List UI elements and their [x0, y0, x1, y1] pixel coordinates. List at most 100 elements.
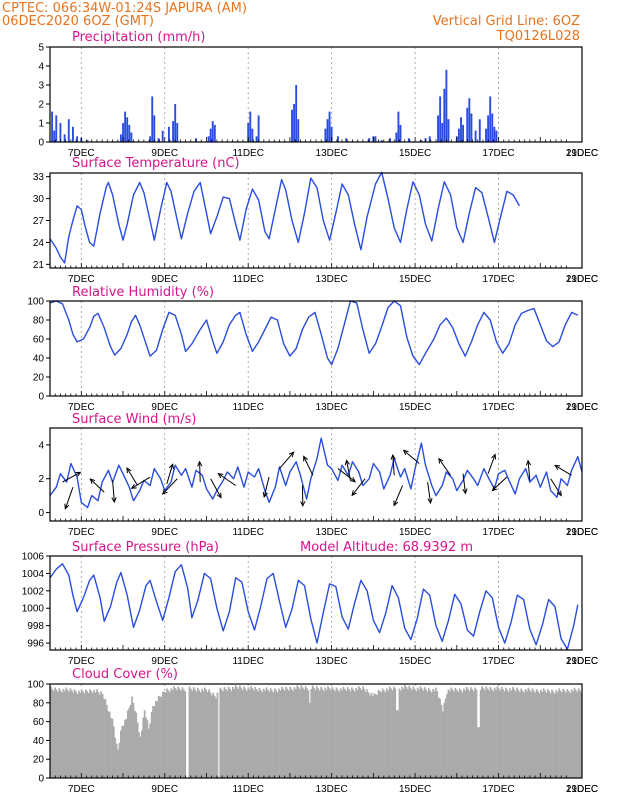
- cloud-bar: [507, 691, 510, 778]
- cloud-bar: [211, 695, 213, 778]
- cloud-bar: [293, 687, 296, 778]
- cloud-bar: [562, 688, 565, 778]
- cloud-bar: [106, 705, 108, 778]
- cloud-bar: [121, 725, 124, 778]
- cloud-bar: [510, 690, 513, 778]
- cloud-bar: [230, 690, 233, 778]
- cloud-bar: [454, 687, 457, 778]
- cloud-bar: [254, 686, 257, 778]
- cloud-bar: [327, 686, 329, 778]
- cloud-bar: [456, 689, 458, 778]
- y-tick-label: 1000: [22, 604, 45, 615]
- x-tick-label: 9DEC: [151, 784, 178, 795]
- wind-vector-arrow: [487, 454, 496, 474]
- cloud-bar: [440, 704, 443, 778]
- precip-bar: [213, 124, 216, 142]
- x-tick-label: 19DEC: [566, 784, 598, 795]
- cloud-bar: [108, 711, 111, 778]
- wind-vector-arrowhead: [491, 485, 498, 492]
- precip-bar: [255, 136, 258, 142]
- cloud-bar: [384, 692, 387, 778]
- cloud-bar: [509, 688, 511, 778]
- x-tick-label: 7DEC: [68, 784, 95, 795]
- precip-bar: [251, 128, 254, 142]
- cloud-bar: [243, 686, 245, 778]
- wind-vector-arrowhead: [427, 497, 433, 505]
- cloud-bar: [222, 691, 224, 778]
- cloud-bar: [101, 693, 104, 778]
- wind-vector-arrowhead: [130, 483, 137, 489]
- cloud-bar: [579, 690, 581, 778]
- cloud-bar: [246, 690, 248, 778]
- cloud-bar: [111, 718, 114, 778]
- cloud-bar: [233, 688, 236, 778]
- cloud-bar: [453, 691, 455, 778]
- wind-vector-arrowhead: [75, 471, 82, 477]
- precip-bar: [407, 138, 410, 142]
- cloud-bar: [472, 691, 475, 778]
- cloud-bar: [428, 688, 430, 778]
- cloud-bar: [225, 688, 227, 778]
- cloud-bar: [563, 690, 566, 778]
- cloud-bar: [103, 698, 105, 778]
- cloud-bar: [569, 693, 572, 778]
- precip-bar: [460, 117, 462, 142]
- cloud-bar: [96, 689, 98, 778]
- cloud-bar: [197, 687, 199, 778]
- cloud-bar: [573, 687, 576, 778]
- cloud-bar: [545, 692, 548, 778]
- cloud-bar: [255, 689, 258, 778]
- x-tick-label: 13DEC: [316, 274, 348, 285]
- cloud-bar: [97, 691, 100, 778]
- cloud-bar: [148, 728, 150, 778]
- cloud-bar: [134, 710, 136, 778]
- x-tick-label: 17DEC: [482, 784, 514, 795]
- wind-vector-arrow: [112, 480, 115, 502]
- cloud-bar: [232, 687, 234, 778]
- cloud-bar: [262, 688, 265, 778]
- precip-bar: [374, 136, 377, 142]
- cloud-bar: [205, 689, 208, 778]
- wind-vector-arrowhead: [303, 455, 308, 462]
- wind-panel: Surface Wind (m/s) 0 2 4 7DEC 9DEC 11DEC 13DEC…: [38, 412, 598, 538]
- cloud-bar: [426, 691, 429, 778]
- x-tick-label: 9DEC: [151, 402, 178, 413]
- wind-vector-arrowhead: [126, 467, 132, 474]
- cloud-bar: [506, 689, 509, 778]
- x-tick-label: 17DEC: [482, 148, 514, 159]
- cloud-bar: [498, 688, 500, 778]
- cloud-bar: [99, 694, 101, 778]
- wind-vector-arrow: [166, 464, 174, 484]
- precip-bar: [126, 117, 129, 142]
- cloud-bar: [377, 690, 380, 778]
- cloud-bar: [202, 691, 205, 778]
- cloud-bar: [513, 689, 516, 778]
- y-tick-label: 5: [38, 43, 44, 54]
- cloud-bar: [276, 692, 279, 778]
- x-tick-label: 21DEC: [566, 148, 598, 159]
- cloud-bar: [537, 691, 539, 778]
- precip-bar: [153, 115, 156, 142]
- cloud-bar: [132, 702, 135, 778]
- cloud-bar: [577, 688, 580, 778]
- humidity-panel: Relative Humidity (%) 0 20 40 60 80 100 7DEC 9D…: [27, 285, 598, 413]
- cloud-bar: [482, 688, 485, 778]
- precip-bar: [293, 104, 296, 142]
- cloud-bar: [325, 689, 328, 778]
- precip-bar: [157, 138, 160, 142]
- cloud-bar: [62, 688, 65, 778]
- cloud-bar: [337, 689, 339, 778]
- wind-vector-arrowhead: [344, 459, 350, 466]
- cloud-bar: [520, 688, 523, 778]
- cloud-bar: [332, 688, 335, 778]
- precip-bar: [63, 134, 66, 142]
- y-tick-label: 0: [38, 138, 44, 149]
- cloud-bar: [159, 696, 161, 778]
- cloud-bar: [269, 688, 272, 778]
- cloud-bar: [533, 690, 535, 778]
- cloud-bar: [226, 690, 229, 778]
- cloud-bar: [421, 688, 423, 778]
- cloud-bar: [552, 691, 555, 778]
- cloud-bar: [492, 691, 495, 778]
- x-tick-label: 13DEC: [316, 656, 348, 667]
